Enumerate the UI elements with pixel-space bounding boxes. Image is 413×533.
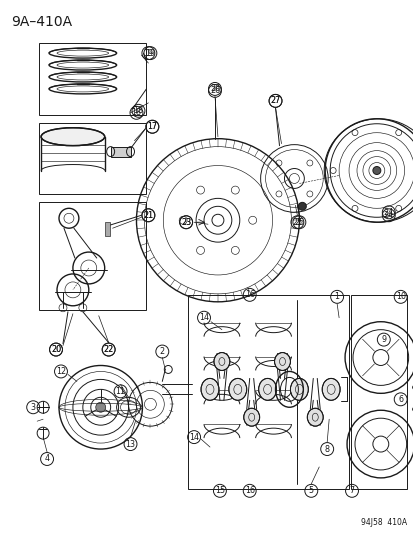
- Text: 26: 26: [209, 86, 219, 95]
- Text: 18: 18: [131, 108, 141, 117]
- Text: 24: 24: [383, 211, 393, 220]
- Bar: [104, 222, 109, 236]
- Text: 16: 16: [244, 290, 254, 300]
- Text: 2: 2: [159, 347, 164, 356]
- Text: 20: 20: [51, 345, 61, 354]
- Text: 22: 22: [103, 345, 114, 354]
- Text: 13: 13: [125, 440, 135, 449]
- Bar: [39, 123, 146, 195]
- Bar: [412, 387, 413, 409]
- Ellipse shape: [243, 408, 259, 426]
- Text: 25: 25: [294, 218, 304, 227]
- Ellipse shape: [290, 378, 308, 400]
- Ellipse shape: [321, 378, 339, 400]
- Text: 23: 23: [180, 218, 191, 227]
- Text: 27: 27: [270, 96, 280, 106]
- Text: 14: 14: [189, 433, 199, 442]
- Text: 17: 17: [147, 122, 157, 131]
- Circle shape: [298, 203, 306, 211]
- Text: 1: 1: [334, 292, 339, 301]
- Ellipse shape: [228, 378, 246, 400]
- Text: 4: 4: [45, 455, 50, 464]
- Text: 19: 19: [143, 49, 153, 58]
- Text: 10: 10: [395, 292, 405, 301]
- Text: 12: 12: [56, 367, 66, 376]
- Text: 26: 26: [209, 84, 219, 93]
- Ellipse shape: [214, 352, 229, 370]
- Text: 6: 6: [397, 395, 402, 404]
- Text: 16: 16: [244, 486, 254, 495]
- Text: 20: 20: [51, 345, 61, 354]
- Text: 23: 23: [180, 218, 191, 227]
- Ellipse shape: [274, 352, 290, 370]
- Text: 5: 5: [308, 486, 313, 495]
- Text: 27: 27: [270, 96, 280, 106]
- Text: 94J58  410A: 94J58 410A: [360, 518, 406, 527]
- Text: 17: 17: [147, 122, 157, 131]
- Ellipse shape: [258, 378, 276, 400]
- Ellipse shape: [41, 128, 104, 146]
- Bar: [110, 147, 130, 157]
- Bar: [39, 203, 146, 310]
- Bar: [39, 43, 146, 115]
- Text: 11: 11: [115, 387, 125, 396]
- Text: 21: 21: [143, 211, 153, 220]
- Text: 7: 7: [349, 486, 354, 495]
- Text: 3: 3: [31, 403, 36, 412]
- Bar: [350, 295, 406, 489]
- Text: 9A–410A: 9A–410A: [11, 15, 72, 29]
- Bar: [188, 295, 348, 489]
- Text: 8: 8: [324, 445, 329, 454]
- Text: 18: 18: [133, 106, 143, 115]
- Text: 15: 15: [214, 486, 224, 495]
- Text: 22: 22: [103, 345, 114, 354]
- Text: 24: 24: [383, 208, 393, 217]
- Text: 14: 14: [199, 313, 209, 322]
- Circle shape: [372, 166, 380, 174]
- Circle shape: [95, 402, 105, 412]
- Ellipse shape: [201, 378, 218, 400]
- Text: 21: 21: [143, 211, 153, 220]
- Text: 9: 9: [380, 335, 385, 344]
- Text: 25: 25: [292, 218, 302, 227]
- Text: 19: 19: [145, 49, 155, 58]
- Ellipse shape: [306, 408, 323, 426]
